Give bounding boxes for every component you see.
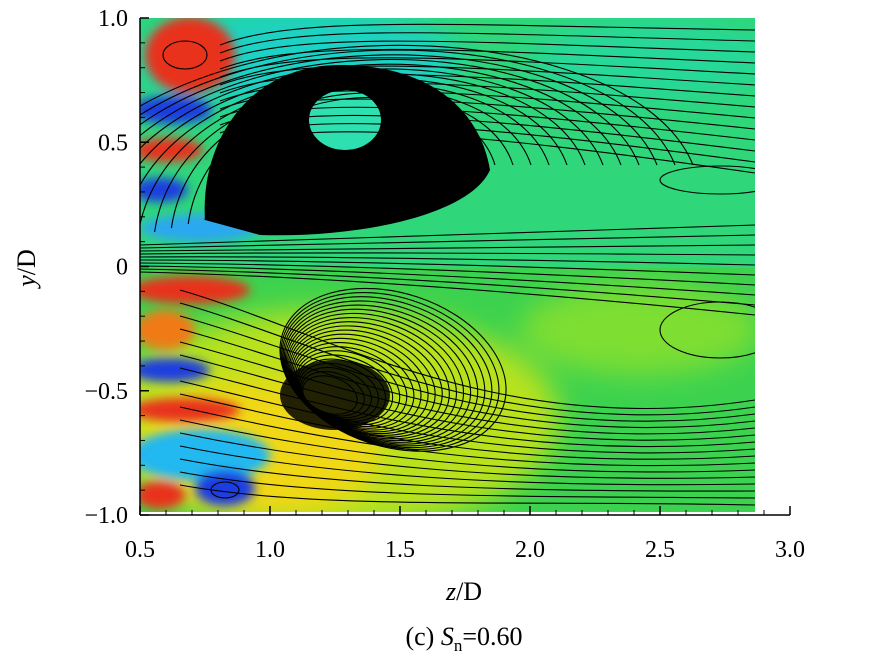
streamline [219,48,755,70]
streamline [179,367,755,448]
streamline [296,354,394,424]
streamline [179,354,755,441]
streamline [302,375,358,415]
streamline [179,289,755,410]
contour-field [140,18,755,512]
streamline [179,484,755,506]
streamline [219,40,755,62]
streamline [283,304,479,445]
streamline [179,406,755,467]
x-tick-label: 2.0 [515,537,545,563]
streamline [179,302,755,416]
streamline [154,82,550,233]
streamline [659,165,755,195]
x-tick-label: 1.0 [255,537,285,563]
y-tick-label: 1.0 [98,6,128,32]
streamline [140,234,755,249]
streamline [179,328,755,429]
streamline [289,325,443,436]
streamline [140,252,755,256]
streamline [219,23,755,46]
streamline [179,445,755,486]
streamline [219,32,755,54]
x-tick-label: 0.5 [125,537,155,563]
streamline [179,432,755,479]
streamline [179,471,755,499]
streamline [219,90,755,119]
y-tick-label: −1.0 [84,503,128,529]
y-tick-label: 0.5 [98,130,128,156]
streamline [140,256,755,266]
streamline [179,315,755,422]
x-tick-label: 2.5 [645,537,675,563]
streamline [659,301,755,359]
streamline [179,341,755,435]
streamline [140,259,755,276]
x-tick-label: 3.0 [775,537,805,563]
streamline [140,271,755,316]
streamline [204,96,496,221]
streamline [179,419,755,473]
streamline [179,380,755,454]
streamline [162,40,208,70]
streamline [140,63,622,166]
streamline [140,68,604,166]
streamline [140,77,568,229]
streamline [179,458,755,492]
y-tick-label: 0 [116,255,128,281]
streamline [140,73,586,187]
streamline [291,333,429,433]
streamline [140,49,676,166]
x-tick-label: 1.5 [385,537,415,563]
streamline [300,366,372,419]
caption: (c) Sn=0.60 [405,622,522,655]
streamline [179,393,755,460]
streamline [280,292,500,450]
streamline [285,312,465,442]
streamline [170,87,532,229]
streamline [140,265,755,296]
streamline [219,123,755,163]
x-axis-label: z/D [445,577,482,606]
streamline [281,296,493,449]
streamline [219,82,755,108]
y-axis-label: y/D [12,249,41,290]
streamline [279,287,507,452]
streamline [293,341,415,429]
y-tick-label: −0.5 [84,379,128,405]
streamline [187,92,514,225]
streamline [140,44,694,166]
streamline [219,65,755,86]
streamline [295,350,401,426]
streamline [140,54,658,166]
streamline [290,329,436,435]
streamline [219,131,755,174]
streamline [210,481,240,499]
streamline [140,59,640,166]
streamline [140,268,755,306]
streamline [140,262,755,286]
streamline [284,308,472,443]
